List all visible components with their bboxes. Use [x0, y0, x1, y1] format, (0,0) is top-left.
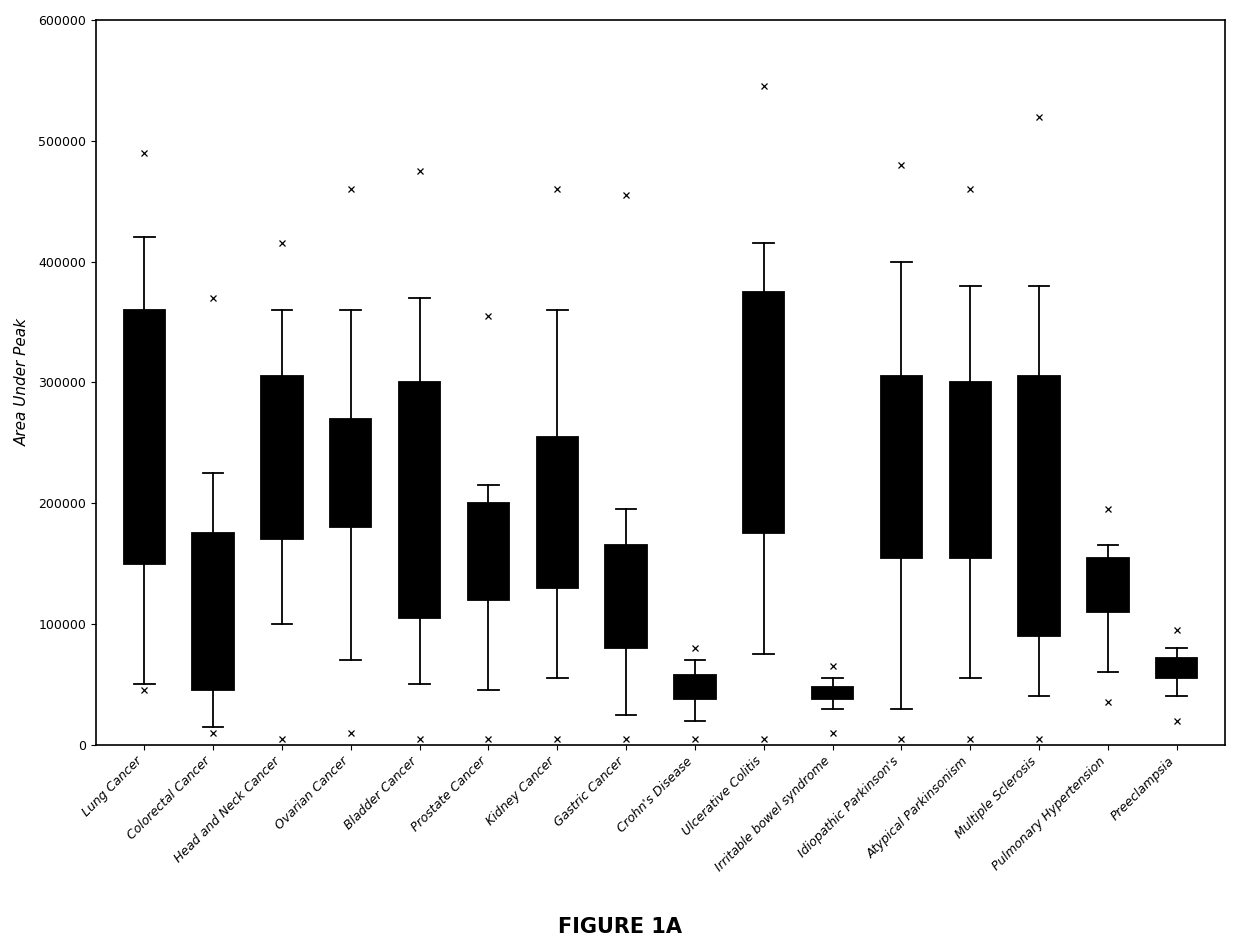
- PathPatch shape: [812, 687, 853, 699]
- PathPatch shape: [950, 382, 991, 557]
- PathPatch shape: [330, 419, 372, 527]
- PathPatch shape: [880, 377, 923, 557]
- PathPatch shape: [675, 674, 715, 699]
- Y-axis label: Area Under Peak: Area Under Peak: [15, 319, 30, 447]
- PathPatch shape: [262, 377, 303, 539]
- PathPatch shape: [467, 503, 510, 600]
- PathPatch shape: [124, 310, 165, 564]
- PathPatch shape: [1018, 377, 1060, 636]
- PathPatch shape: [1156, 657, 1198, 678]
- PathPatch shape: [605, 546, 647, 648]
- PathPatch shape: [537, 437, 578, 587]
- PathPatch shape: [399, 382, 440, 618]
- Text: FIGURE 1A: FIGURE 1A: [558, 917, 682, 937]
- PathPatch shape: [743, 291, 785, 534]
- PathPatch shape: [1087, 557, 1128, 612]
- PathPatch shape: [192, 534, 233, 691]
